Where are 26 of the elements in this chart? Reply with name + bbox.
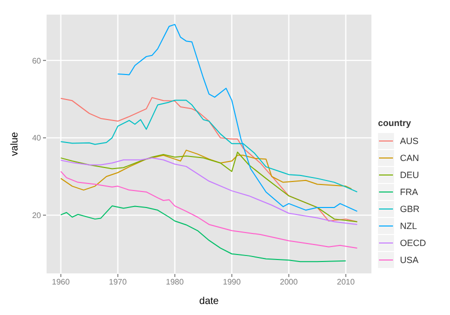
legend-label: NZL [400, 220, 418, 230]
legend-label: FRA [400, 186, 418, 196]
x-tick-label: 1980 [166, 278, 184, 287]
x-tick-label: 1960 [52, 278, 70, 287]
legend-label: GBR [400, 204, 420, 214]
legend-label: DEU [400, 170, 420, 180]
x-tick-label: 2000 [280, 278, 298, 287]
line-series [60, 170, 358, 249]
legend-title: country [378, 118, 412, 128]
y-tick-label: 60 [32, 56, 42, 66]
legend-label: CAN [400, 152, 420, 162]
legend-label: OECD [400, 238, 426, 248]
x-axis-title: date [199, 296, 220, 307]
x-tick-label: 1990 [222, 278, 242, 287]
line-series [60, 97, 358, 222]
legend-label: USA [400, 254, 419, 264]
line-series [60, 100, 358, 192]
x-tick-label: 2010 [336, 278, 356, 287]
y-tick-label: 40 [32, 134, 42, 143]
legend-label: AUS [400, 136, 419, 146]
line-series [60, 205, 346, 262]
line-series [60, 150, 352, 191]
y-axis-title: value [10, 132, 21, 156]
x-tick-label: 1970 [108, 278, 128, 287]
line-series [117, 24, 358, 212]
y-tick-label: 20 [32, 211, 42, 220]
